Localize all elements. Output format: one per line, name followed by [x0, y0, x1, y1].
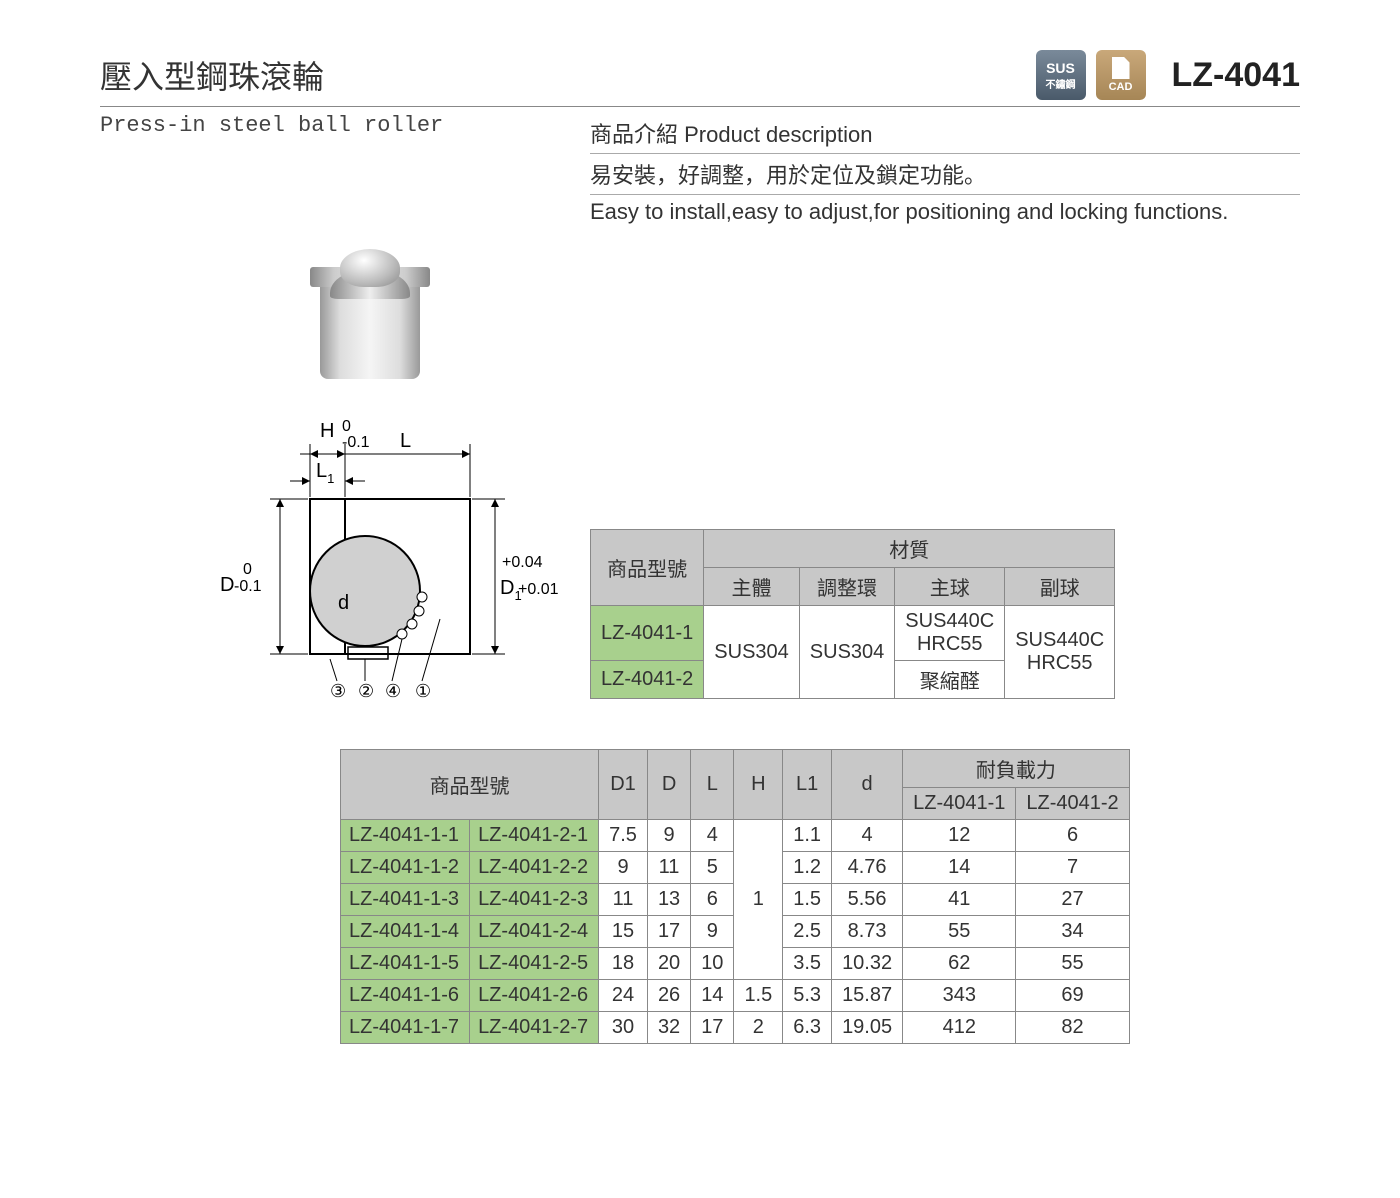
- svg-text:0: 0: [342, 418, 351, 435]
- svg-text:+0.04: +0.04: [502, 554, 543, 571]
- spec-model-2: LZ-4041-2-6: [470, 980, 599, 1012]
- mid-section: d ③ ② ④ ① H 0 -0.1 L: [100, 419, 1300, 719]
- spec-model-1: LZ-4041-1-2: [341, 852, 470, 884]
- table-row: LZ-4041-1-7 LZ-4041-2-7 30 32 172 6.3 19…: [341, 1012, 1130, 1044]
- spec-model-2: LZ-4041-2-3: [470, 884, 599, 916]
- spec-section: 商品型號 D1 D L H L1 d 耐負載力 LZ-4041-1 LZ-404…: [340, 749, 1300, 1044]
- description-cn: 易安裝，好調整，用於定位及鎖定功能。: [590, 154, 1300, 195]
- cad-badge-icon: CAD: [1096, 50, 1146, 100]
- spec-table: 商品型號 D1 D L H L1 d 耐負載力 LZ-4041-1 LZ-404…: [340, 749, 1130, 1044]
- spec-model-1: LZ-4041-1-3: [341, 884, 470, 916]
- spec-model-1: LZ-4041-1-1: [341, 820, 470, 852]
- svg-text:②: ②: [358, 681, 374, 701]
- description-en: Easy to install,easy to adjust,for posit…: [590, 195, 1300, 229]
- spec-model-2: LZ-4041-2-5: [470, 948, 599, 980]
- svg-text:①: ①: [415, 681, 431, 701]
- description-heading: 商品介紹 Product description: [590, 113, 1300, 154]
- svg-text:D: D: [220, 574, 234, 596]
- table-row: LZ-4041-1 SUS304 SUS304 SUS440CHRC55 SUS…: [591, 606, 1115, 661]
- mat-cell: SUS440CHRC55: [895, 606, 1005, 661]
- table-row: LZ-4041-1-6 LZ-4041-2-6 24 26 141.5 5.3 …: [341, 980, 1130, 1012]
- svg-text:+0.01: +0.01: [518, 581, 559, 598]
- header: 壓入型鋼珠滾輪 SUS 不鏽鋼 CAD LZ-4041: [100, 50, 1300, 107]
- mat-header-material: 材質: [704, 530, 1115, 568]
- mat-sub-subball: 副球: [1005, 568, 1115, 606]
- spec-header-model: 商品型號: [341, 750, 599, 820]
- description-column: 商品介紹 Product description 易安裝，好調整，用於定位及鎖定…: [590, 113, 1300, 229]
- spec-model-2: LZ-4041-2-7: [470, 1012, 599, 1044]
- spec-model-1: LZ-4041-1-5: [341, 948, 470, 980]
- mat-sub-ring: 調整環: [799, 568, 895, 606]
- technical-diagram: d ③ ② ④ ① H 0 -0.1 L: [220, 419, 550, 719]
- svg-text:L: L: [400, 430, 411, 452]
- page-title-en: Press-in steel ball roller: [100, 113, 590, 229]
- table-row: LZ-4041-1-1 LZ-4041-2-1 7.5 9 41 1.1 4 1…: [341, 820, 1130, 852]
- svg-text:H: H: [320, 420, 334, 442]
- label-d: d: [338, 592, 349, 614]
- svg-text:③: ③: [330, 681, 346, 701]
- spec-header-load: 耐負載力: [903, 750, 1130, 788]
- header-right: SUS 不鏽鋼 CAD LZ-4041: [1036, 50, 1301, 100]
- spec-model-1: LZ-4041-1-4: [341, 916, 470, 948]
- svg-text:L1: L1: [316, 460, 334, 486]
- svg-text:④: ④: [385, 681, 401, 701]
- spec-model-1: LZ-4041-1-6: [341, 980, 470, 1012]
- mat-cell: SUS440CHRC55: [1005, 606, 1115, 699]
- mat-header-model: 商品型號: [591, 530, 704, 606]
- spec-model-2: LZ-4041-2-4: [470, 916, 599, 948]
- spec-model-1: LZ-4041-1-7: [341, 1012, 470, 1044]
- mat-sub-mainball: 主球: [895, 568, 1005, 606]
- document-icon: [1112, 57, 1130, 79]
- page-title-cn: 壓入型鋼珠滾輪: [100, 52, 324, 98]
- spec-model-2: LZ-4041-2-1: [470, 820, 599, 852]
- material-table: 商品型號 材質 主體 調整環 主球 副球 LZ-4041-1 SUS304 SU…: [590, 529, 1115, 699]
- spec-model-2: LZ-4041-2-2: [470, 852, 599, 884]
- mat-sub-body: 主體: [704, 568, 800, 606]
- sus-badge-icon: SUS 不鏽鋼: [1036, 50, 1086, 100]
- product-image: [300, 249, 440, 389]
- subtitle-row: Press-in steel ball roller 商品介紹 Product …: [100, 113, 1300, 229]
- part-number: LZ-4041: [1172, 56, 1301, 95]
- svg-text:-0.1: -0.1: [342, 434, 370, 451]
- svg-text:0: 0: [243, 561, 252, 578]
- svg-text:-0.1: -0.1: [234, 578, 262, 595]
